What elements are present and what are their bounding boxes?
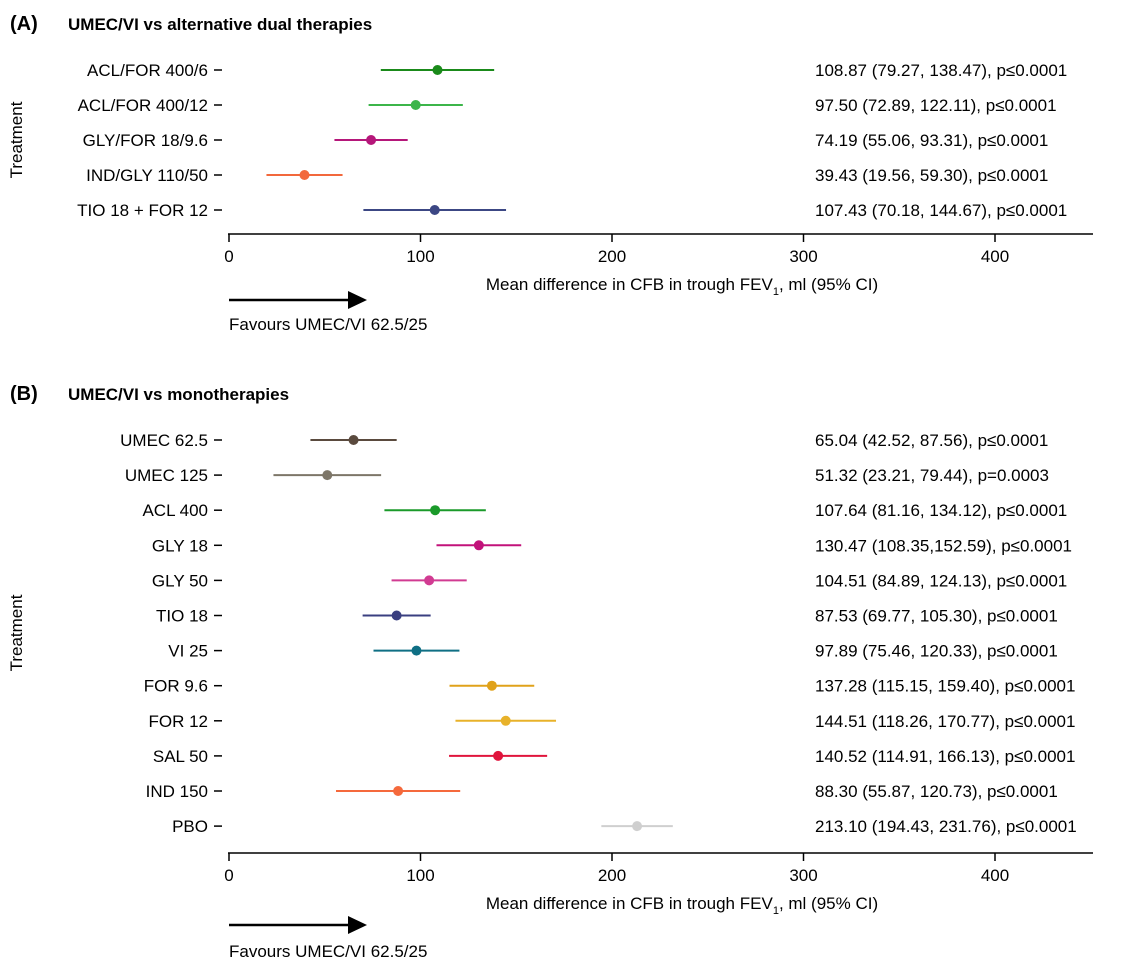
treatment-label: ACL/FOR 400/12	[78, 96, 208, 115]
x-tick-label: 300	[789, 247, 817, 266]
treatment-label: PBO	[172, 817, 208, 836]
x-tick-label: 100	[406, 247, 434, 266]
x-tick-label: 400	[981, 247, 1009, 266]
treatment-label: GLY/FOR 18/9.6	[83, 131, 208, 150]
treatment-label: ACL/FOR 400/6	[87, 61, 208, 80]
x-axis-title-tail: , ml (95% CI)	[779, 275, 878, 294]
x-axis-title: Mean difference in CFB in trough FEV1, m…	[486, 275, 878, 298]
estimate-annotation: 137.28 (115.15, 159.40), p≤0.0001	[815, 677, 1075, 696]
x-tick-label: 400	[981, 866, 1009, 885]
treatment-label: UMEC 62.5	[120, 431, 208, 450]
point-estimate	[493, 750, 504, 761]
x-axis-title-subscript: 1	[773, 286, 779, 298]
treatment-label: IND/GLY 110/50	[86, 166, 208, 185]
favours-arrow-head	[348, 291, 367, 309]
treatment-label: GLY 18	[152, 536, 208, 555]
treatment-label: FOR 9.6	[144, 677, 208, 696]
estimate-annotation: 88.30 (55.87, 120.73), p≤0.0001	[815, 782, 1058, 801]
favours-arrow-head	[348, 916, 367, 934]
y-axis-label: Treatment	[7, 594, 26, 671]
x-axis-title-subscript: 1	[773, 905, 779, 917]
point-estimate	[393, 786, 404, 796]
point-estimate	[322, 470, 333, 481]
panel-title: UMEC/VI vs alternative dual therapies	[68, 15, 372, 34]
point-estimate	[473, 540, 484, 551]
estimate-annotation: 51.32 (23.21, 79.44), p=0.0003	[815, 466, 1049, 485]
x-tick-label: 200	[598, 247, 626, 266]
estimate-annotation: 65.04 (42.52, 87.56), p≤0.0001	[815, 431, 1048, 450]
point-estimate	[366, 135, 377, 145]
estimate-annotation: 97.89 (75.46, 120.33), p≤0.0001	[815, 642, 1058, 661]
estimate-annotation: 140.52 (114.91, 166.13), p≤0.0001	[815, 747, 1075, 766]
treatment-label: GLY 50	[152, 571, 208, 590]
x-tick-label: 0	[224, 247, 233, 266]
estimate-annotation: 144.51 (118.26, 170.77), p≤0.0001	[815, 712, 1075, 731]
panel-label: (A)	[10, 13, 38, 35]
estimate-annotation: 107.64 (81.16, 134.12), p≤0.0001	[815, 501, 1067, 520]
x-tick-label: 0	[224, 866, 233, 885]
estimate-annotation: 107.43 (70.18, 144.67), p≤0.0001	[815, 201, 1067, 220]
estimate-annotation: 39.43 (19.56, 59.30), p≤0.0001	[815, 166, 1048, 185]
point-estimate	[500, 715, 511, 726]
favours-label: Favours UMEC/VI 62.5/25	[229, 942, 427, 961]
panel-title: UMEC/VI vs monotherapies	[68, 385, 289, 404]
treatment-label: UMEC 125	[125, 466, 208, 485]
point-estimate	[410, 100, 421, 110]
treatment-label: SAL 50	[153, 747, 208, 766]
estimate-annotation: 74.19 (55.06, 93.31), p≤0.0001	[815, 131, 1048, 150]
estimate-annotation: 87.53 (69.77, 105.30), p≤0.0001	[815, 607, 1058, 626]
x-axis-title-main: Mean difference in CFB in trough FEV	[486, 894, 774, 913]
point-estimate	[432, 65, 443, 75]
x-axis-title-tail: , ml (95% CI)	[779, 894, 878, 913]
point-estimate	[632, 821, 643, 832]
x-axis-title-main: Mean difference in CFB in trough FEV	[486, 275, 774, 294]
treatment-label: TIO 18	[156, 607, 208, 626]
estimate-annotation: 130.47 (108.35,152.59), p≤0.0001	[815, 536, 1072, 555]
panel-label: (B)	[10, 383, 38, 405]
estimate-annotation: 97.50 (72.89, 122.11), p≤0.0001	[815, 96, 1057, 115]
treatment-label: FOR 12	[148, 712, 208, 731]
point-estimate	[486, 680, 497, 691]
estimate-annotation: 213.10 (194.43, 231.76), p≤0.0001	[815, 817, 1077, 836]
point-estimate	[429, 205, 440, 215]
treatment-label: ACL 400	[142, 501, 208, 520]
x-axis-title: Mean difference in CFB in trough FEV1, m…	[486, 894, 878, 917]
y-axis-label: Treatment	[7, 101, 26, 178]
treatment-label: TIO 18 + FOR 12	[77, 201, 208, 220]
x-tick-label: 300	[789, 866, 817, 885]
point-estimate	[391, 610, 402, 621]
treatment-label: IND 150	[146, 782, 208, 801]
favours-label: Favours UMEC/VI 62.5/25	[229, 315, 427, 334]
point-estimate	[430, 505, 441, 516]
point-estimate	[348, 435, 359, 445]
estimate-annotation: 108.87 (79.27, 138.47), p≤0.0001	[815, 61, 1067, 80]
point-estimate	[411, 645, 422, 656]
point-estimate	[299, 170, 310, 180]
x-tick-label: 200	[598, 866, 626, 885]
treatment-label: VI 25	[168, 642, 208, 661]
x-tick-label: 100	[406, 866, 434, 885]
point-estimate	[424, 575, 435, 586]
estimate-annotation: 104.51 (84.89, 124.13), p≤0.0001	[815, 571, 1067, 590]
